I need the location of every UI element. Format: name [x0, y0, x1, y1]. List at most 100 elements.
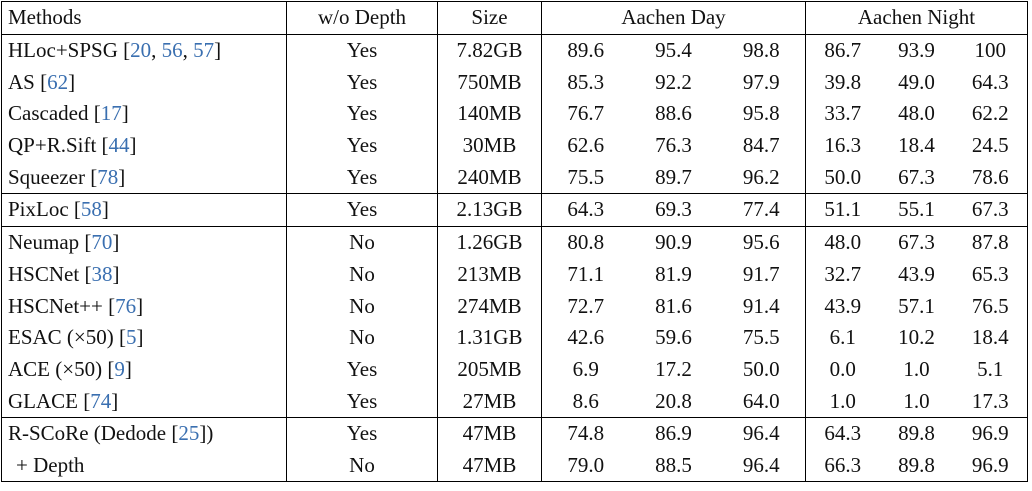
aachen-night-value: 1.0: [903, 356, 930, 381]
citation-close-bracket: ]: [214, 38, 222, 63]
table-row: Cascaded [17] Yes 140MB 76.7 88.6 95.8 33.7 48.…: [1, 98, 1028, 130]
depth-cell: Yes: [286, 66, 438, 99]
citation-open-bracket: [: [84, 261, 92, 286]
aachen-night-value: 17.3: [953, 385, 1028, 418]
aachen-night-value: 1.0: [879, 385, 954, 418]
aachen-day-value: 75.5: [541, 161, 630, 195]
aachen-night-value: 64.3: [824, 421, 862, 446]
method-cell: R-SCoRe (Dedode [25]): [1, 417, 287, 450]
table-row: Squeezer [78] Yes 240MB 75.5 89.7 96.2 50.0 67.…: [1, 161, 1028, 195]
citation-link[interactable]: 62: [47, 69, 69, 94]
size-cell: 205MB: [437, 353, 542, 386]
aachen-day-value: 72.7: [567, 293, 605, 318]
size-cell: 47MB: [437, 417, 542, 450]
citation-close-bracket: ]: [129, 133, 137, 158]
citation-close-bracket: ]: [112, 261, 120, 286]
aachen-day-value: 20.8: [629, 385, 718, 418]
method-cell: Neumap [70]: [1, 226, 287, 259]
aachen-night-value: 62.2: [953, 98, 1028, 130]
results-table: Methods w/o Depth Size Aachen Day Aachen…: [1, 1, 1028, 483]
depth-cell: Yes: [286, 353, 438, 386]
method-cell: QP+R.Sift [44]: [1, 129, 287, 162]
aachen-night-value: 67.3: [898, 230, 935, 255]
size-cell: 27MB: [437, 385, 542, 418]
citation-link[interactable]: 5: [126, 325, 137, 350]
citation-link[interactable]: 78: [97, 164, 119, 189]
aachen-night-value: 0.0: [829, 356, 856, 381]
aachen-night-value: 43.9: [824, 293, 862, 318]
aachen-night-value: 48.0: [898, 101, 935, 126]
depth-cell: Yes: [286, 193, 438, 227]
aachen-day-value: 76.3: [655, 133, 692, 158]
citation-link[interactable]: 58: [80, 197, 102, 222]
citation-close-bracket: ]: [118, 164, 126, 189]
aachen-day-value: 84.7: [717, 129, 806, 162]
aachen-night-value: 16.3: [824, 133, 862, 158]
aachen-day-value: 62.6: [567, 133, 605, 158]
depth-cell: Yes: [286, 129, 438, 162]
aachen-night-value: 33.7: [824, 101, 862, 126]
aachen-day-value: 92.2: [655, 69, 692, 94]
citation-link[interactable]: 57: [193, 38, 215, 63]
aachen-day-value: 81.9: [655, 261, 692, 286]
depth-cell: No: [286, 449, 438, 483]
aachen-day-value: 90.9: [655, 230, 692, 255]
method-cell: HSCNet [38]: [1, 258, 287, 291]
citation-link[interactable]: 76: [115, 293, 137, 318]
aachen-day-value: 91.7: [717, 258, 806, 291]
citation-link[interactable]: 38: [91, 261, 113, 286]
aachen-day-value: 69.3: [629, 193, 718, 227]
aachen-day-value: 79.0: [541, 449, 630, 483]
aachen-day-value: 75.5: [717, 321, 806, 354]
aachen-day-value: 91.4: [717, 290, 806, 322]
citation-link[interactable]: 17: [100, 101, 122, 126]
method-cell: GLACE [74]: [1, 385, 287, 418]
size-cell: 30MB: [437, 129, 542, 162]
depth-cell: Yes: [286, 417, 438, 450]
citation-open-bracket: [: [171, 421, 179, 446]
aachen-night-value: 87.8: [953, 226, 1028, 259]
depth-cell: No: [286, 226, 438, 259]
citation-link[interactable]: 9: [114, 356, 125, 381]
aachen-night-value: 48.0: [824, 230, 862, 255]
citation-link[interactable]: 56: [161, 38, 183, 63]
method-name-tail: ): [206, 421, 214, 446]
citation-close-bracket: ]: [199, 421, 207, 446]
aachen-day-value: 76.7: [567, 101, 605, 126]
aachen-night-value: 96.9: [953, 449, 1028, 483]
aachen-day-value: 85.3: [567, 69, 605, 94]
citation-link[interactable]: 74: [90, 388, 112, 413]
citation-open-bracket: [: [40, 69, 48, 94]
citation-link[interactable]: 70: [91, 230, 113, 255]
table-row: ESAC (×50) [5] No 1.31GB 42.6 59.6 75.5 6.1 10.…: [1, 321, 1028, 354]
aachen-day-value: 6.9: [572, 356, 599, 381]
citation-close-bracket: ]: [112, 230, 120, 255]
aachen-day-value: 64.3: [541, 193, 630, 227]
aachen-day-value: 50.0: [717, 353, 806, 386]
aachen-day-value: 95.8: [717, 98, 806, 130]
size-cell: 1.31GB: [437, 321, 542, 354]
size-cell: 213MB: [437, 258, 542, 291]
header-aachen-night: Aachen Night: [805, 1, 1028, 35]
table-row: R-SCoRe (Dedode [25]) Yes 47MB 74.8 86.9 96.4…: [1, 417, 1028, 450]
citation-open-bracket: [: [90, 164, 98, 189]
aachen-night-value: 67.3: [953, 193, 1028, 227]
aachen-night-value: 67.3: [879, 161, 954, 195]
aachen-day-value: 8.6: [541, 385, 630, 418]
size-cell: 750MB: [437, 66, 542, 99]
depth-cell: Yes: [286, 385, 438, 418]
header-size: Size: [437, 1, 542, 35]
method-name: PixLoc: [8, 197, 74, 222]
size-cell: 1.26GB: [437, 226, 542, 259]
table-row: HSCNet [38] No 213MB 71.1 81.9 91.7 32.7 43.9 65…: [1, 258, 1028, 291]
aachen-day-value: 17.2: [655, 356, 692, 381]
citation-link[interactable]: 44: [108, 133, 130, 158]
aachen-day-value: 74.8: [567, 421, 605, 446]
citation-link[interactable]: 25: [178, 421, 200, 446]
citation-open-bracket: [: [108, 293, 116, 318]
aachen-day-value: 80.8: [567, 230, 605, 255]
citation-open-bracket: [: [73, 197, 81, 222]
citation-link[interactable]: 20: [130, 38, 152, 63]
aachen-night-value: 43.9: [898, 261, 935, 286]
